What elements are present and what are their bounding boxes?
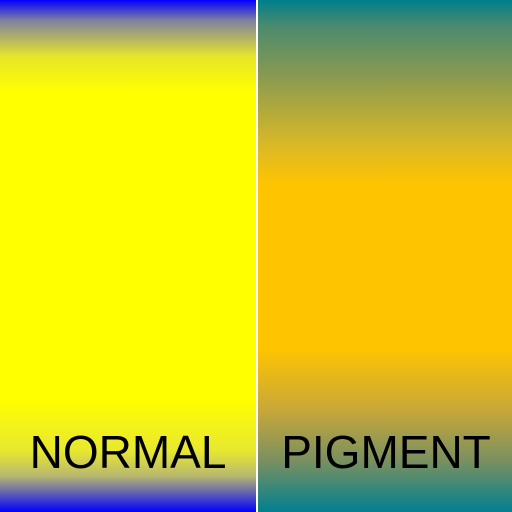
pigment-label: PIGMENT bbox=[258, 424, 512, 480]
normal-label: NORMAL bbox=[0, 424, 256, 480]
normal-blend-panel: NORMAL bbox=[0, 0, 256, 512]
pigment-blend-panel: PIGMENT bbox=[258, 0, 512, 512]
